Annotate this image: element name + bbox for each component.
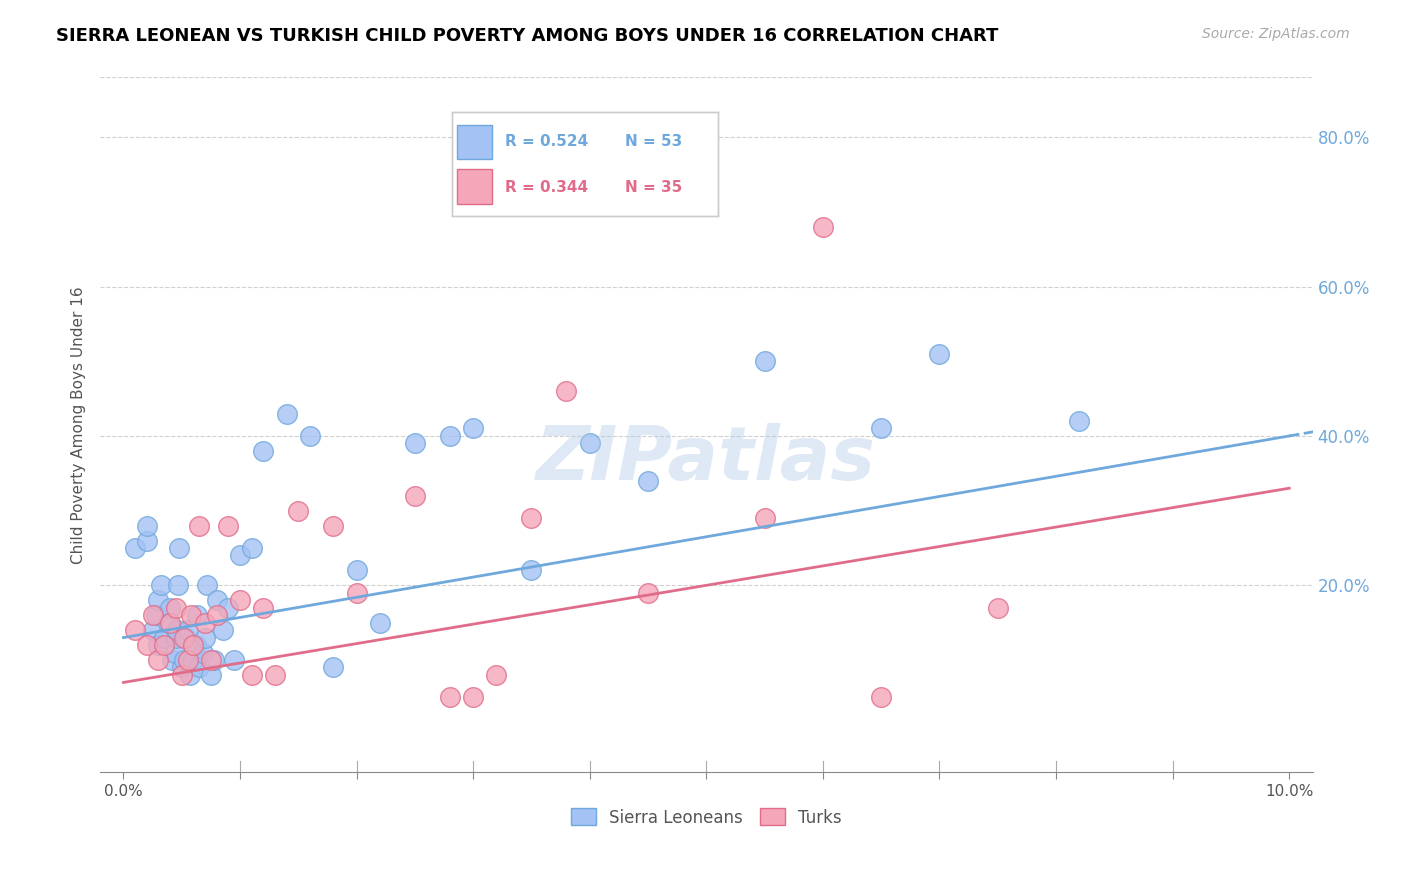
Point [439, 429, 461, 443]
Point [1069, 414, 1091, 428]
Point [169, 541, 191, 555]
Point [176, 623, 198, 637]
Point [205, 593, 228, 607]
Legend: Sierra Leoneans, Turks: Sierra Leoneans, Turks [564, 802, 848, 833]
Point [229, 549, 252, 563]
Point [191, 646, 214, 660]
Point [148, 653, 170, 667]
Point [167, 578, 190, 592]
Point [170, 660, 193, 674]
Point [145, 608, 167, 623]
Point [163, 646, 186, 660]
Point [124, 623, 146, 637]
Point [180, 608, 202, 623]
Point [463, 690, 485, 705]
Point [153, 638, 176, 652]
Point [870, 421, 893, 435]
Point [637, 586, 659, 600]
Text: Source: ZipAtlas.com: Source: ZipAtlas.com [1202, 27, 1350, 41]
Point [485, 668, 508, 682]
Point [298, 429, 321, 443]
Point [165, 600, 187, 615]
Point [173, 653, 195, 667]
Point [184, 638, 207, 652]
Point [276, 407, 298, 421]
Point [520, 563, 543, 577]
Point [404, 436, 426, 450]
Point [987, 600, 1010, 615]
Point [200, 653, 222, 667]
Point [555, 384, 578, 398]
Point [194, 631, 217, 645]
Point [211, 623, 233, 637]
Point [252, 443, 274, 458]
Point [176, 631, 198, 645]
Point [135, 518, 157, 533]
Point [153, 631, 176, 645]
Point [322, 518, 344, 533]
Point [217, 600, 239, 615]
Point [322, 660, 344, 674]
Point [159, 600, 181, 615]
Point [142, 623, 165, 637]
Point [183, 653, 205, 667]
Point [224, 653, 246, 667]
Point [754, 511, 776, 525]
Point [179, 668, 201, 682]
Point [240, 668, 263, 682]
Point [202, 653, 225, 667]
Point [346, 586, 368, 600]
Point [928, 347, 950, 361]
Point [240, 541, 263, 555]
Text: SIERRA LEONEAN VS TURKISH CHILD POVERTY AMONG BOYS UNDER 16 CORRELATION CHART: SIERRA LEONEAN VS TURKISH CHILD POVERTY … [56, 27, 998, 45]
Point [135, 638, 157, 652]
Text: ZIPatlas: ZIPatlas [536, 423, 876, 496]
Point [156, 615, 179, 630]
Point [200, 668, 222, 682]
Point [194, 615, 217, 630]
Point [162, 653, 184, 667]
Point [195, 578, 218, 592]
Point [142, 608, 165, 623]
Point [186, 608, 208, 623]
Point [188, 660, 211, 674]
Point [439, 690, 461, 705]
Point [287, 503, 309, 517]
Point [368, 615, 391, 630]
Point [166, 623, 188, 637]
Point [176, 653, 198, 667]
Y-axis label: Child Poverty Among Boys Under 16: Child Poverty Among Boys Under 16 [72, 286, 86, 564]
Point [404, 489, 426, 503]
Point [135, 533, 157, 548]
Point [124, 541, 146, 555]
Point [520, 511, 543, 525]
Point [264, 668, 287, 682]
Point [217, 518, 239, 533]
Point [229, 593, 252, 607]
Point [463, 421, 485, 435]
Point [188, 518, 211, 533]
Point [578, 436, 600, 450]
Point [870, 690, 893, 705]
Point [811, 219, 834, 234]
Point [148, 638, 170, 652]
Point [149, 578, 172, 592]
Point [754, 354, 776, 368]
Point [173, 631, 195, 645]
Point [148, 593, 170, 607]
Point [205, 608, 228, 623]
Point [183, 638, 205, 652]
Point [170, 668, 193, 682]
Point [637, 474, 659, 488]
Point [346, 563, 368, 577]
Point [252, 600, 274, 615]
Point [159, 615, 181, 630]
Point [165, 631, 187, 645]
